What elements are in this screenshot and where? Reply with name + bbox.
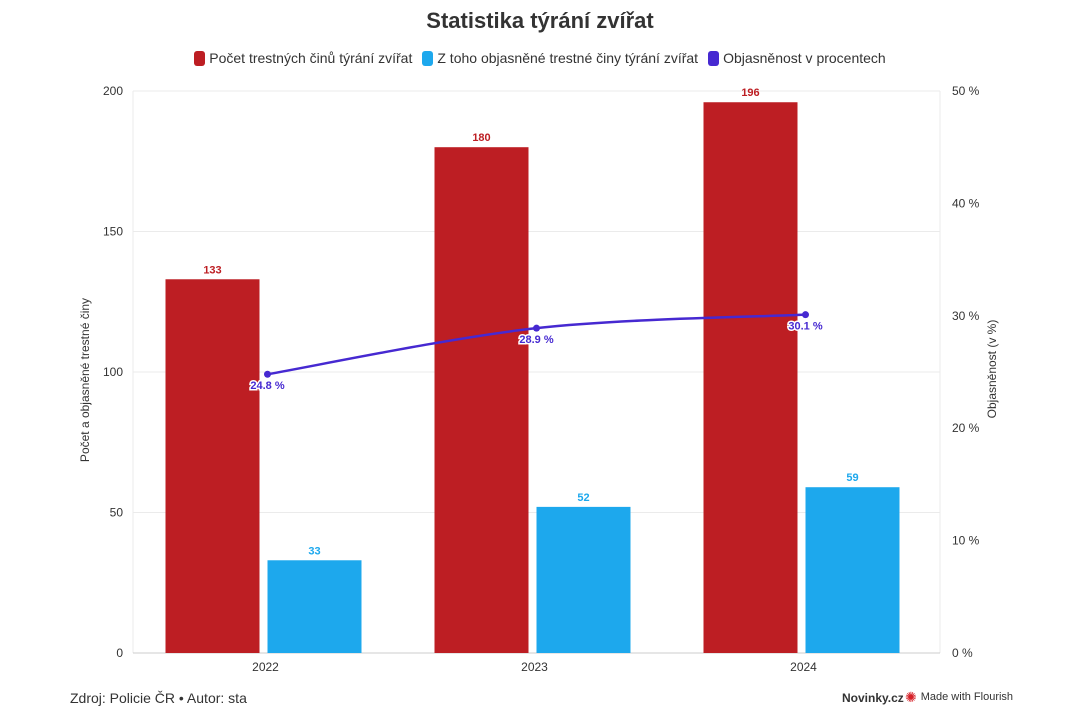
bar-solved xyxy=(536,506,631,653)
legend-item-total[interactable]: Počet trestných činů týrání zvířat xyxy=(194,50,412,66)
y-axis-title: Počet a objasněné trestné činy xyxy=(78,298,92,462)
y-tick-label: 50 xyxy=(110,506,124,520)
y2-axis-title: Objasněnost (v %) xyxy=(985,320,999,419)
legend: Počet trestných činů týrání zvířat Z toh… xyxy=(0,50,1080,66)
line-point-rate xyxy=(533,324,540,332)
source-note: Zdroj: Policie ČR • Autor: sta xyxy=(70,690,247,706)
y-tick-label: 200 xyxy=(103,84,123,98)
x-tick-label: 2022 xyxy=(252,660,279,674)
legend-item-solved[interactable]: Z toho objasněné trestné činy týrání zví… xyxy=(422,50,698,66)
legend-label-total: Počet trestných činů týrání zvířat xyxy=(209,50,413,66)
y-tick-label: 150 xyxy=(103,225,123,239)
legend-label-solved: Z toho objasněné trestné činy týrání zví… xyxy=(437,50,699,66)
x-tick-label: 2023 xyxy=(521,660,548,674)
x-tick-label: 2024 xyxy=(790,660,817,674)
legend-item-rate[interactable]: Objasněnost v procentech xyxy=(708,50,886,66)
flourish-credit-label: Made with Flourish xyxy=(920,691,1014,703)
data-label-rate: 24.8 % xyxy=(250,380,284,392)
legend-label-rate: Objasněnost v procentech xyxy=(723,50,886,66)
legend-swatch-rate xyxy=(708,50,720,66)
bar-solved xyxy=(267,560,362,653)
data-label-total: 180 xyxy=(472,132,490,144)
data-label-total: 196 xyxy=(741,87,759,99)
brand-logo[interactable]: Novinky.cz xyxy=(842,691,904,705)
flourish-star-icon: ✺ xyxy=(905,689,917,705)
y-tick-label: 0 xyxy=(116,646,123,660)
legend-swatch-total xyxy=(194,50,206,66)
y2-tick-label: 10 % xyxy=(952,534,980,548)
data-label-solved: 33 xyxy=(308,545,320,557)
y-tick-label: 100 xyxy=(103,365,123,379)
bar-total xyxy=(703,102,798,654)
legend-swatch-solved xyxy=(422,50,434,66)
line-point-rate xyxy=(802,311,809,319)
chart-title: Statistika týrání zvířat xyxy=(426,8,654,33)
data-label-rate: 30.1 % xyxy=(788,321,822,333)
line-point-rate xyxy=(264,370,271,378)
y2-tick-label: 0 % xyxy=(952,646,973,660)
bar-solved xyxy=(805,487,900,653)
data-label-solved: 59 xyxy=(846,472,858,484)
y2-tick-label: 30 % xyxy=(952,309,980,323)
data-label-total: 133 xyxy=(203,264,221,276)
flourish-credit[interactable]: ✺ Made with Flourish xyxy=(905,690,1013,704)
bar-total xyxy=(165,279,260,653)
data-label-solved: 52 xyxy=(577,492,589,504)
y2-tick-label: 20 % xyxy=(952,421,980,435)
y2-tick-label: 50 % xyxy=(952,84,980,98)
y2-tick-label: 40 % xyxy=(952,196,980,210)
bar-total xyxy=(434,147,529,653)
data-label-rate: 28.9 % xyxy=(519,334,553,346)
